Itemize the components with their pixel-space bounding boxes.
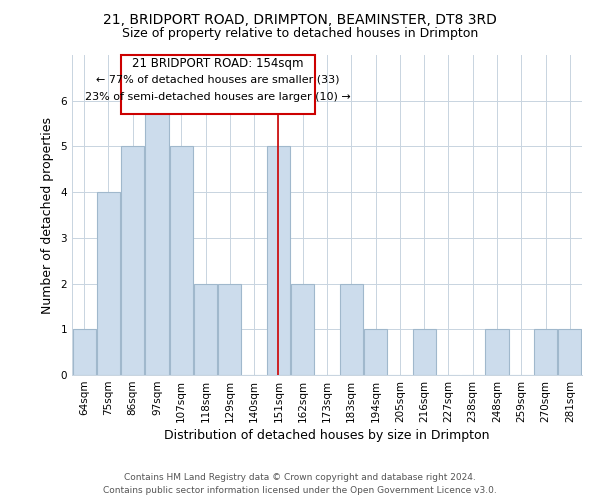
Bar <box>121 146 144 375</box>
Text: 21, BRIDPORT ROAD, DRIMPTON, BEAMINSTER, DT8 3RD: 21, BRIDPORT ROAD, DRIMPTON, BEAMINSTER,… <box>103 12 497 26</box>
Bar <box>145 100 169 375</box>
Bar <box>340 284 363 375</box>
Bar <box>97 192 120 375</box>
FancyBboxPatch shape <box>121 55 315 114</box>
Bar <box>218 284 241 375</box>
Bar <box>170 146 193 375</box>
Y-axis label: Number of detached properties: Number of detached properties <box>41 116 53 314</box>
X-axis label: Distribution of detached houses by size in Drimpton: Distribution of detached houses by size … <box>164 429 490 442</box>
Text: 23% of semi-detached houses are larger (10) →: 23% of semi-detached houses are larger (… <box>85 92 350 102</box>
Text: ← 77% of detached houses are smaller (33): ← 77% of detached houses are smaller (33… <box>96 74 340 85</box>
Bar <box>413 330 436 375</box>
Bar <box>73 330 95 375</box>
Bar <box>267 146 290 375</box>
Bar <box>485 330 509 375</box>
Bar <box>559 330 581 375</box>
Text: Size of property relative to detached houses in Drimpton: Size of property relative to detached ho… <box>122 28 478 40</box>
Bar <box>291 284 314 375</box>
Text: Contains HM Land Registry data © Crown copyright and database right 2024.
Contai: Contains HM Land Registry data © Crown c… <box>103 474 497 495</box>
Text: 21 BRIDPORT ROAD: 154sqm: 21 BRIDPORT ROAD: 154sqm <box>132 58 304 70</box>
Bar <box>534 330 557 375</box>
Bar <box>194 284 217 375</box>
Bar <box>364 330 387 375</box>
